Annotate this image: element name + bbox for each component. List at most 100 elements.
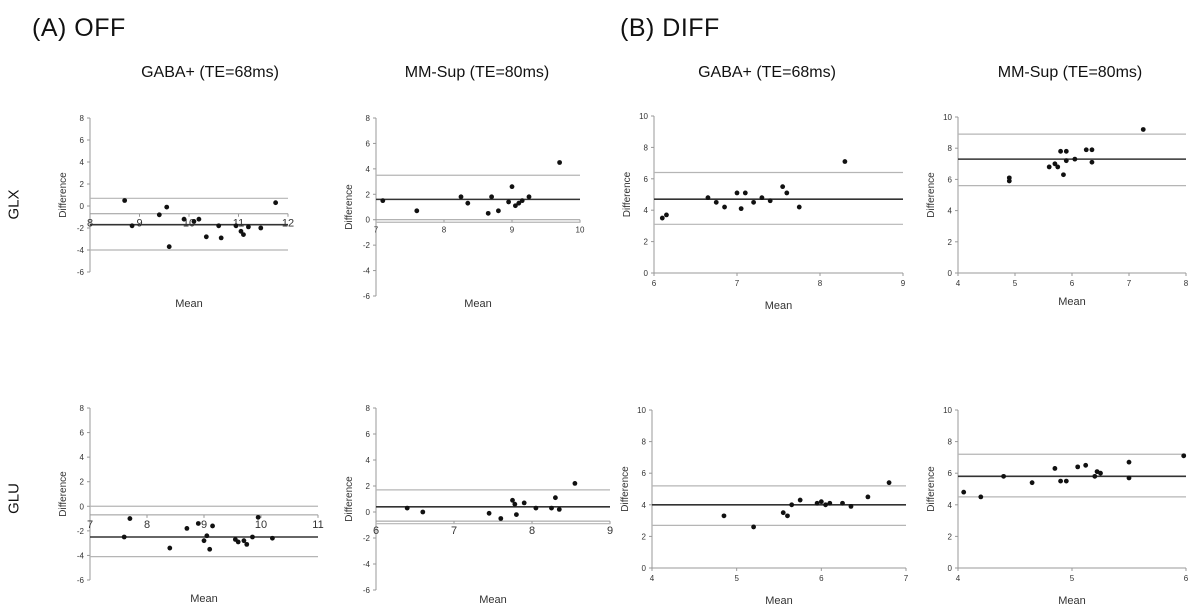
data-point <box>1063 478 1069 484</box>
data-point <box>549 505 554 511</box>
y-tick-label: 2 <box>80 478 85 487</box>
y-tick-label: 8 <box>644 143 649 152</box>
y-tick-label: 2 <box>366 482 371 491</box>
data-point <box>127 516 133 521</box>
y-tick-label: 0 <box>366 508 371 517</box>
x-tick-label: 6 <box>373 525 379 537</box>
x-tick-label: 7 <box>451 525 457 537</box>
y-axis-label: Difference <box>926 466 937 512</box>
y-tick-label: -4 <box>363 267 371 276</box>
y-tick-label: 6 <box>366 139 371 148</box>
data-point <box>121 534 127 540</box>
y-tick-label: 6 <box>366 430 371 439</box>
y-tick-label: -6 <box>77 576 85 585</box>
x-tick-label: 6 <box>652 279 657 288</box>
y-tick-label: 8 <box>948 144 953 153</box>
data-point <box>848 503 854 509</box>
section-title-off: (A) OFF <box>32 14 126 42</box>
x-tick-label: 11 <box>233 218 244 230</box>
y-tick-label: 8 <box>80 114 85 123</box>
y-tick-label: 2 <box>948 532 953 541</box>
data-point <box>1063 148 1069 154</box>
data-point <box>1058 148 1063 154</box>
x-tick-label: 8 <box>529 525 535 537</box>
data-point <box>796 204 802 210</box>
x-tick-label: 7 <box>904 574 909 583</box>
data-point <box>1089 159 1095 165</box>
data-point <box>780 184 786 190</box>
data-point <box>721 513 727 519</box>
data-point <box>519 198 525 204</box>
data-point <box>201 538 207 544</box>
data-point <box>273 200 279 206</box>
data-point <box>516 200 522 206</box>
y-tick-label: -6 <box>363 292 371 301</box>
y-tick-label: -2 <box>77 224 85 233</box>
data-point <box>1063 158 1069 164</box>
x-axis-label: Mean <box>765 300 793 312</box>
x-axis-label: Mean <box>175 298 203 310</box>
data-point <box>1061 172 1066 178</box>
x-axis-label: Mean <box>765 595 793 607</box>
y-axis-label: Difference <box>58 471 69 517</box>
data-point <box>167 545 173 551</box>
y-tick-label: 6 <box>948 175 953 184</box>
data-point <box>246 224 251 230</box>
y-tick-label: -2 <box>77 527 85 536</box>
data-point <box>521 500 527 506</box>
y-axis-label: Difference <box>620 466 631 512</box>
x-axis-label: Mean <box>464 298 492 310</box>
y-tick-label: 4 <box>80 453 85 462</box>
x-tick-label: 4 <box>956 574 961 583</box>
data-point <box>840 500 845 506</box>
y-tick-label: 6 <box>80 136 85 145</box>
y-tick-label: 4 <box>366 456 371 465</box>
y-tick-label: 6 <box>642 469 647 478</box>
y-tick-label: 4 <box>644 206 649 215</box>
y-tick-label: 4 <box>948 207 953 216</box>
data-point <box>827 500 833 506</box>
data-point <box>122 198 128 203</box>
x-axis-label: Mean <box>1058 296 1086 308</box>
data-point <box>1055 164 1061 170</box>
data-point <box>164 204 170 210</box>
data-point <box>789 502 795 508</box>
x-tick-label: 7 <box>87 519 93 531</box>
data-point <box>664 212 669 218</box>
y-axis-label: Difference <box>926 172 937 218</box>
data-point <box>1089 147 1095 153</box>
y-tick-label: -4 <box>77 246 85 255</box>
y-tick-label: 6 <box>644 175 649 184</box>
data-point <box>738 206 744 212</box>
data-point <box>767 198 773 204</box>
x-tick-label: 6 <box>1184 574 1189 583</box>
data-point <box>235 539 241 545</box>
column-title-off-gaba: GABA+ (TE=68ms) <box>141 64 279 81</box>
data-point <box>1001 473 1006 479</box>
data-point <box>514 512 519 517</box>
y-tick-label: 2 <box>366 190 371 199</box>
data-point <box>713 199 719 205</box>
data-point <box>1083 462 1089 468</box>
y-tick-label: 6 <box>80 429 85 438</box>
y-tick-label: 8 <box>366 404 371 413</box>
data-point <box>512 501 518 507</box>
x-tick-label: 8 <box>818 279 823 288</box>
data-point <box>780 510 786 516</box>
data-point <box>509 184 515 190</box>
x-tick-label: 4 <box>956 279 961 288</box>
data-point <box>184 526 190 531</box>
data-point <box>191 219 197 224</box>
data-point <box>842 159 848 164</box>
data-point <box>498 516 504 521</box>
y-tick-label: 0 <box>644 269 649 278</box>
data-point <box>961 489 967 495</box>
data-point <box>978 494 984 500</box>
y-tick-label: 2 <box>644 238 649 247</box>
data-point <box>533 505 539 511</box>
y-tick-label: -6 <box>77 268 85 277</box>
y-tick-label: -4 <box>363 560 371 569</box>
data-point <box>1052 466 1058 471</box>
